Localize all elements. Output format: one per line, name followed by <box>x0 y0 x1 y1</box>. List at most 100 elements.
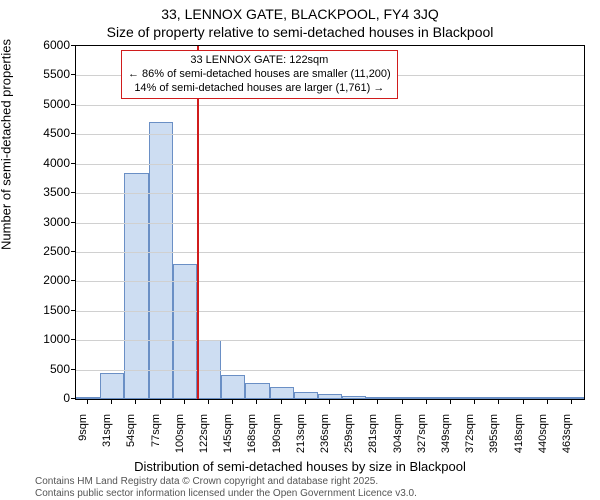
ytick-mark <box>71 133 75 134</box>
gridline <box>76 193 584 194</box>
xtick-label: 395sqm <box>488 414 500 460</box>
ytick-label: 3000 <box>43 215 70 229</box>
xtick-label: 122sqm <box>198 414 210 460</box>
xtick-label: 213sqm <box>295 414 307 460</box>
histogram-bar <box>390 397 414 399</box>
xtick-mark <box>184 400 185 404</box>
xtick-mark <box>523 400 524 404</box>
ytick-mark <box>71 280 75 281</box>
histogram-bar <box>270 387 294 399</box>
annotation-box: 33 LENNOX GATE: 122sqm ← 86% of semi-det… <box>121 50 398 99</box>
xtick-mark <box>87 400 88 404</box>
histogram-bar <box>511 397 535 399</box>
histogram-bar <box>245 383 269 399</box>
gridline <box>76 340 584 341</box>
chart-title: 33, LENNOX GATE, BLACKPOOL, FY4 3JQ <box>0 6 600 22</box>
xtick-label: 31sqm <box>101 414 113 460</box>
ytick-label: 2000 <box>43 273 70 287</box>
histogram-bar <box>560 397 584 399</box>
xtick-mark <box>450 400 451 404</box>
ytick-mark <box>71 222 75 223</box>
histogram-bar <box>342 396 366 399</box>
xtick-label: 281sqm <box>367 414 379 460</box>
xtick-mark <box>547 400 548 404</box>
xtick-mark <box>571 400 572 404</box>
ytick-label: 6000 <box>43 38 70 52</box>
xtick-label: 418sqm <box>513 414 525 460</box>
ytick-label: 1500 <box>43 303 70 317</box>
gridline <box>76 281 584 282</box>
ytick-mark <box>71 369 75 370</box>
histogram-bar <box>536 397 560 399</box>
xtick-label: 9sqm <box>77 414 89 460</box>
ytick-label: 1000 <box>43 332 70 346</box>
xtick-label: 259sqm <box>343 414 355 460</box>
ytick-label: 0 <box>63 391 70 405</box>
x-axis-label: Distribution of semi-detached houses by … <box>0 459 600 474</box>
footer-line-1: Contains HM Land Registry data © Crown c… <box>35 476 417 488</box>
histogram-bar <box>173 264 197 399</box>
xtick-label: 190sqm <box>271 414 283 460</box>
y-axis-label: Number of semi-detached properties <box>0 39 14 250</box>
xtick-label: 168sqm <box>246 414 258 460</box>
footer-attribution: Contains HM Land Registry data © Crown c… <box>35 476 417 499</box>
ytick-mark <box>71 104 75 105</box>
ytick-mark <box>71 163 75 164</box>
gridline <box>76 370 584 371</box>
gridline <box>76 252 584 253</box>
gridline <box>76 134 584 135</box>
gridline <box>76 311 584 312</box>
xtick-mark <box>232 400 233 404</box>
ytick-label: 4500 <box>43 126 70 140</box>
xtick-label: 463sqm <box>561 414 573 460</box>
plot-area: 33 LENNOX GATE: 122sqm ← 86% of semi-det… <box>75 45 585 400</box>
histogram-bar <box>294 392 318 399</box>
xtick-mark <box>111 400 112 404</box>
gridline <box>76 105 584 106</box>
histogram-bar <box>463 397 487 399</box>
xtick-label: 440sqm <box>537 414 549 460</box>
xtick-mark <box>135 400 136 404</box>
xtick-label: 145sqm <box>222 414 234 460</box>
ytick-label: 2500 <box>43 244 70 258</box>
xtick-mark <box>498 400 499 404</box>
ytick-label: 5000 <box>43 97 70 111</box>
histogram-bar <box>318 394 342 399</box>
footer-line-2: Contains public sector information licen… <box>35 488 417 500</box>
xtick-label: 236sqm <box>319 414 331 460</box>
xtick-mark <box>353 400 354 404</box>
xtick-mark <box>474 400 475 404</box>
ytick-mark <box>71 310 75 311</box>
xtick-label: 327sqm <box>416 414 428 460</box>
histogram-bar <box>76 397 100 399</box>
xtick-mark <box>160 400 161 404</box>
histogram-bar <box>487 397 511 399</box>
ytick-mark <box>71 251 75 252</box>
ytick-mark <box>71 339 75 340</box>
ytick-label: 500 <box>50 362 70 376</box>
xtick-label: 77sqm <box>150 414 162 460</box>
xtick-mark <box>305 400 306 404</box>
gridline <box>76 223 584 224</box>
histogram-bar <box>366 397 390 399</box>
ytick-label: 3500 <box>43 185 70 199</box>
chart-container: 33, LENNOX GATE, BLACKPOOL, FY4 3JQ Size… <box>0 0 600 500</box>
xtick-mark <box>208 400 209 404</box>
xtick-label: 304sqm <box>392 414 404 460</box>
ytick-label: 5500 <box>43 67 70 81</box>
xtick-mark <box>256 400 257 404</box>
xtick-mark <box>329 400 330 404</box>
histogram-bar <box>124 173 148 400</box>
histogram-bar <box>439 397 463 399</box>
xtick-label: 54sqm <box>125 414 137 460</box>
ytick-mark <box>71 45 75 46</box>
xtick-label: 372sqm <box>464 414 476 460</box>
histogram-bar <box>415 397 439 399</box>
annotation-line-2: ← 86% of semi-detached houses are smalle… <box>128 68 391 82</box>
xtick-label: 349sqm <box>440 414 452 460</box>
annotation-line-1: 33 LENNOX GATE: 122sqm <box>128 54 391 68</box>
xtick-mark <box>281 400 282 404</box>
xtick-label: 100sqm <box>174 414 186 460</box>
xtick-mark <box>426 400 427 404</box>
ytick-mark <box>71 398 75 399</box>
